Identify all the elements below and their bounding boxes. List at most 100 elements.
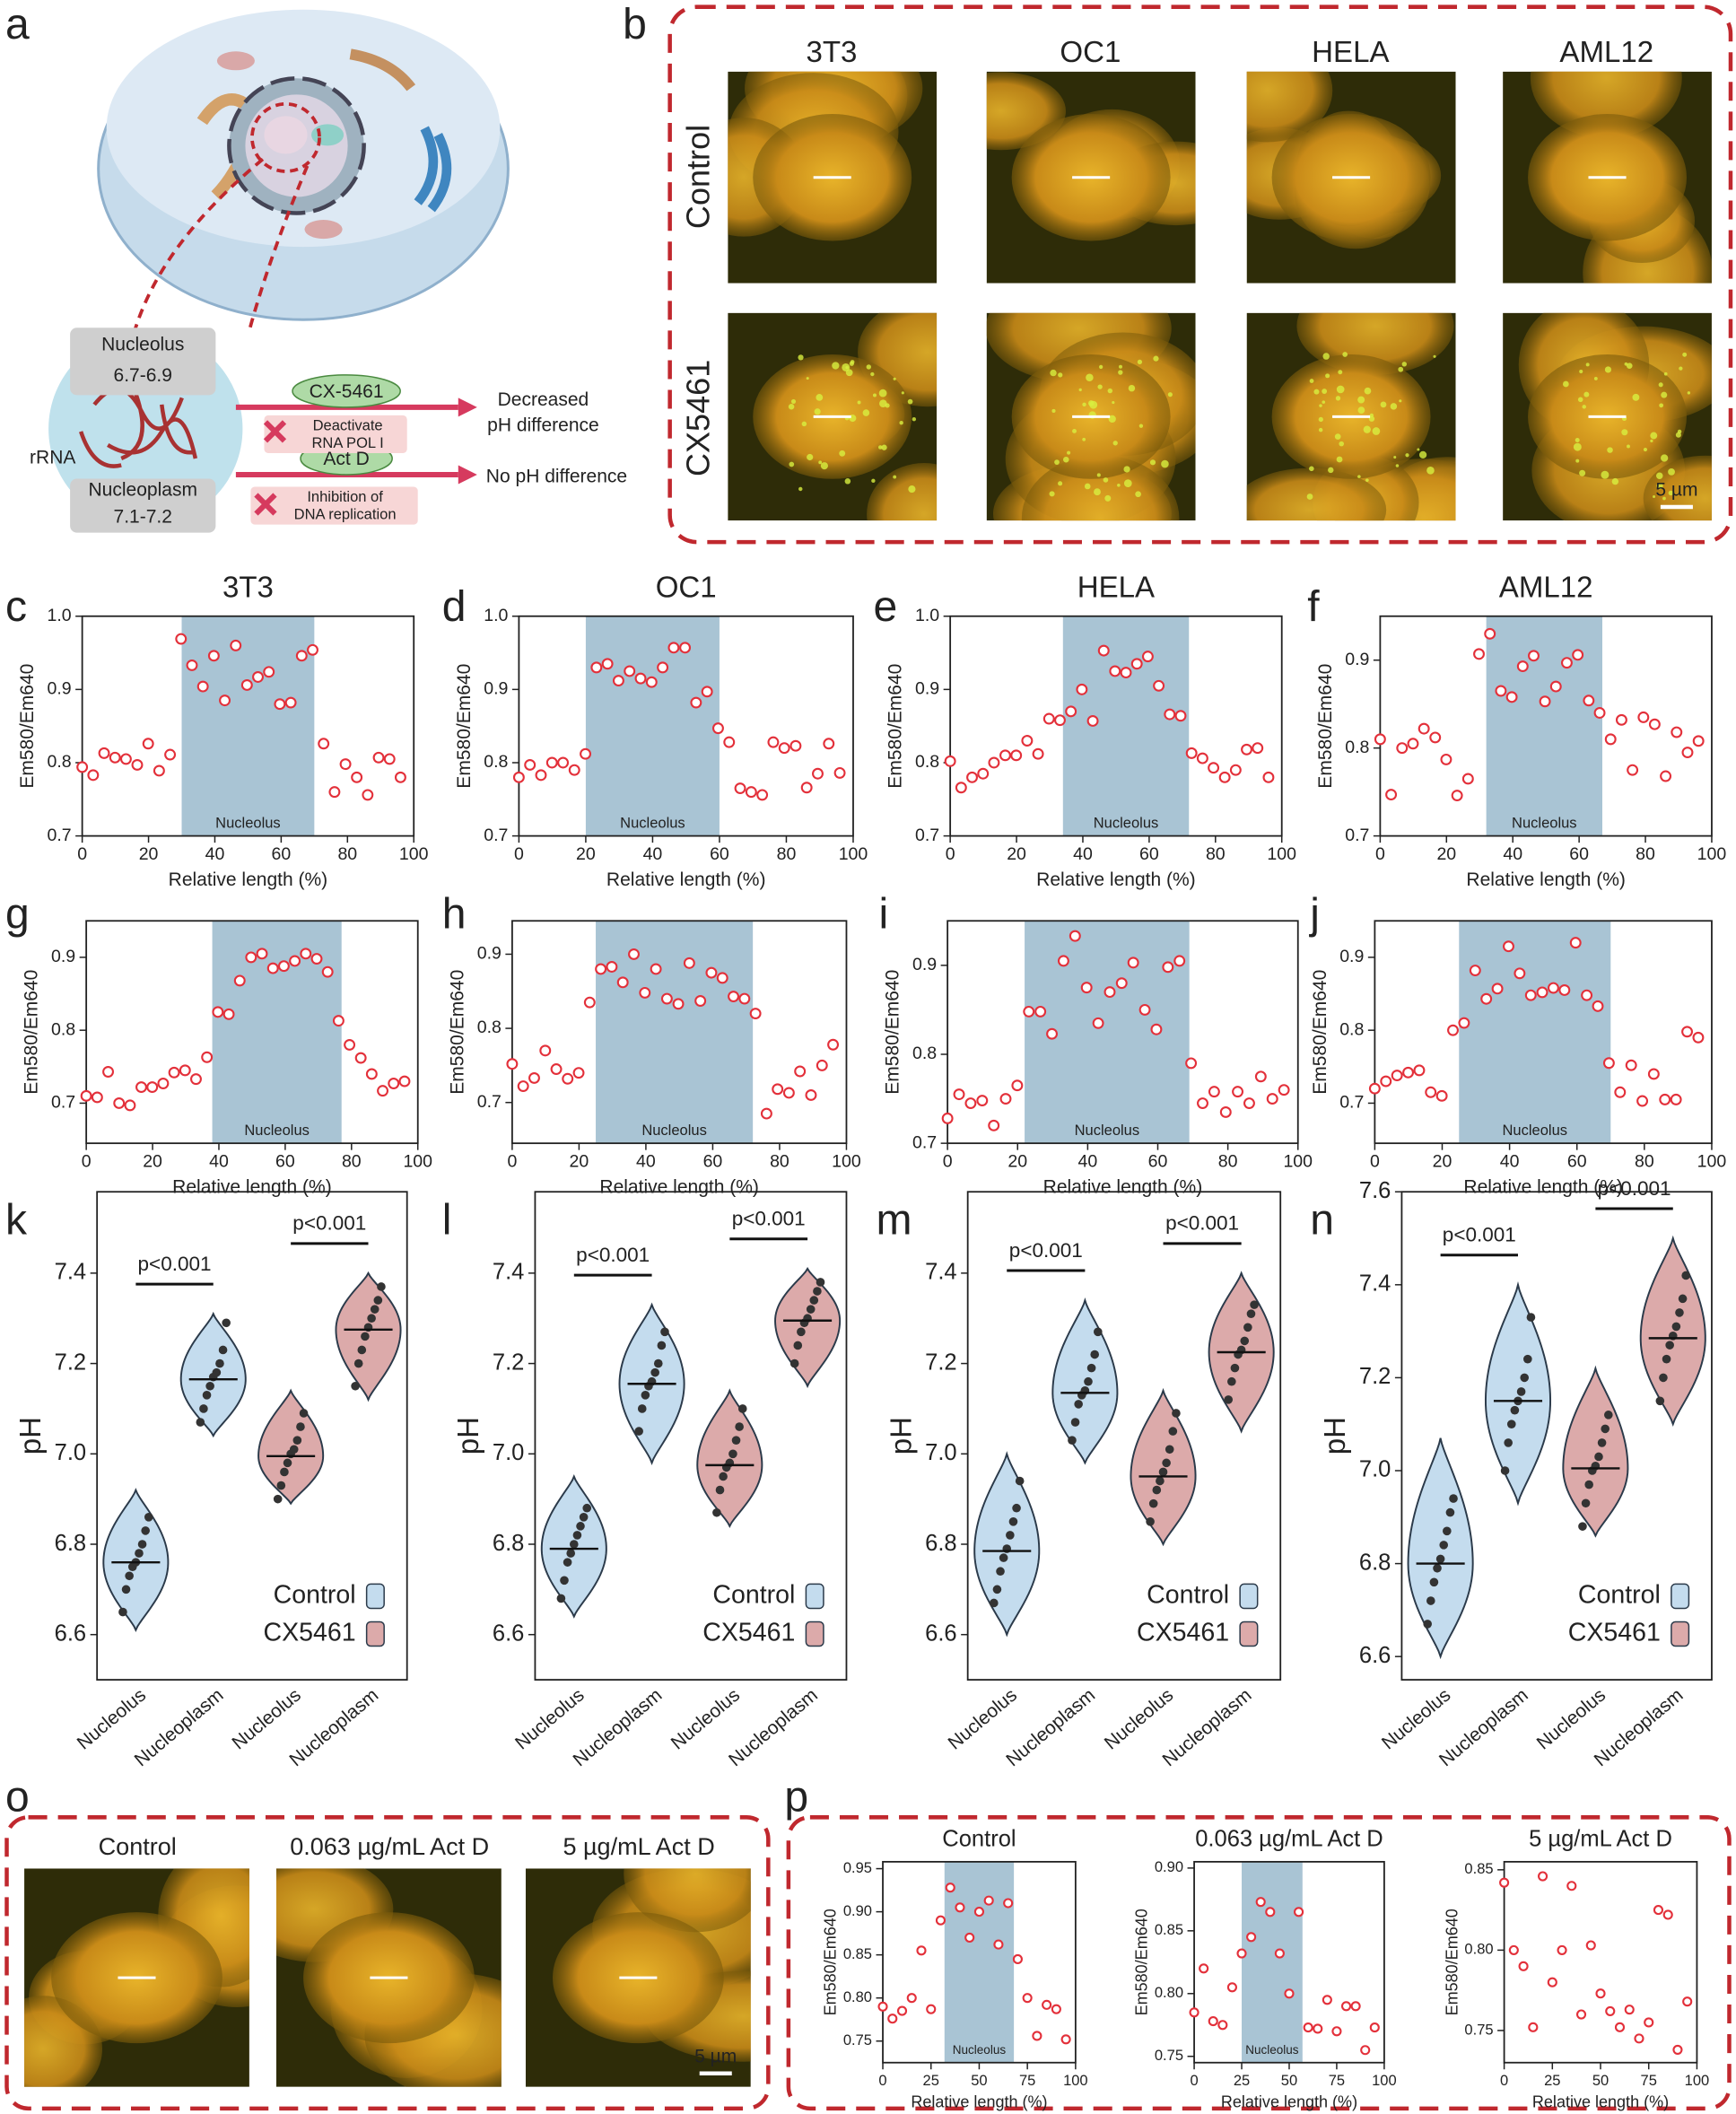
data-point [639,986,651,999]
band-label: Nucleolus [215,814,281,831]
y-axis-title: Em580/Em640 [17,664,38,789]
x-tick-label: 40 [205,844,225,864]
panel-letter: i [879,889,889,938]
plot-frame [1379,615,1713,837]
x-tick-label: 0 [1500,2072,1508,2089]
data-point [1425,1086,1437,1098]
data-point [274,698,286,711]
data-point [539,1044,552,1057]
data-point [1469,965,1481,976]
data-point [1662,1354,1671,1364]
data-point [1380,1075,1392,1088]
data-point [1150,1023,1163,1035]
data-point [579,1512,589,1522]
data-point [219,694,231,707]
data-point [1624,2005,1635,2015]
y-axis-title: Em580/Em640 [1310,970,1330,1095]
y-axis-title: Em580/Em640 [885,664,906,789]
micrograph [1246,71,1456,284]
micrograph [728,71,938,284]
x-tick-label: 80 [777,844,797,864]
significance-label: p<0.001 [732,1208,806,1230]
data-point [1566,1881,1577,1891]
granule [866,364,872,370]
legend-swatch [1671,1620,1690,1647]
data-point [332,1015,345,1027]
x-tick-label: 60 [1139,844,1159,864]
data-point [1665,1341,1674,1350]
data-point [560,1576,569,1586]
granule [1418,450,1427,459]
y-tick-label: 0.95 [843,1859,872,1876]
x-axis-title: Relative length (%) [1532,2093,1669,2111]
data-point [212,1367,222,1377]
granule [1579,369,1583,374]
data-point [1385,789,1398,801]
data-point [1012,1953,1023,1965]
data-point [1243,1323,1252,1332]
x-tick-label: 50 [971,2072,987,2089]
data-point [1655,1396,1665,1406]
data-point [1240,1336,1250,1346]
data-point [1208,1086,1220,1098]
y-axis-title: pH [14,1417,48,1454]
y-tick-label: 1.0 [484,606,508,625]
x-tick-label: Nucleolus [74,1685,150,1754]
x-tick-label: 20 [143,1151,162,1171]
legend-swatch [365,1583,385,1610]
y-axis-title: Em580/Em640 [1443,1909,1461,2015]
data-point [175,633,188,645]
data-point [660,992,673,1005]
significance-label: p<0.001 [1598,1177,1671,1200]
x-tick-label: 0 [77,844,87,864]
data-point [1528,650,1540,662]
data-point [1246,1932,1257,1943]
data-point [1594,1452,1603,1462]
data-point [524,758,537,771]
data-point [782,1087,795,1099]
x-tick-label: 100 [1697,844,1727,864]
y-axis-title: Em580/Em640 [447,970,467,1095]
data-point [1266,1093,1278,1105]
granule [1161,459,1169,468]
granule [1662,496,1666,501]
data-point [1074,1400,1083,1409]
data-point [351,771,363,783]
y-tick-label: 0.80 [1155,1984,1183,2001]
band-label: Nucleolus [1512,814,1577,831]
data-point [1636,1095,1649,1107]
data-point [245,951,257,964]
granule [1054,459,1060,465]
granule [1575,459,1580,463]
y-tick-label: 0.9 [47,679,71,699]
data-point [935,1915,947,1926]
granule [1575,437,1580,442]
micrograph [1503,71,1712,284]
data-point [273,1494,283,1504]
data-point [999,749,1011,762]
micrograph [24,1868,249,2087]
data-point [1603,1411,1613,1420]
data-point [1597,1438,1607,1447]
data-point [1581,989,1593,1001]
data-point [1274,1948,1285,1959]
data-point [813,1287,822,1296]
data-point [1402,1066,1415,1079]
data-point [1510,1405,1520,1415]
nucleolus-band [181,616,315,836]
data-point [690,696,702,709]
data-point [1006,1531,1015,1540]
data-point [1010,749,1023,762]
data-point [566,1549,576,1558]
data-point [289,1445,299,1454]
y-axis-title: Em580/Em640 [454,664,475,789]
data-point [280,1467,289,1477]
data-point [157,1078,170,1089]
granule [1058,481,1063,486]
data-point [1156,1476,1165,1486]
data-point [1065,705,1077,718]
data-point [657,1341,667,1350]
x-tick-label: 100 [399,844,429,864]
granule [798,354,804,361]
granule [1643,447,1648,452]
